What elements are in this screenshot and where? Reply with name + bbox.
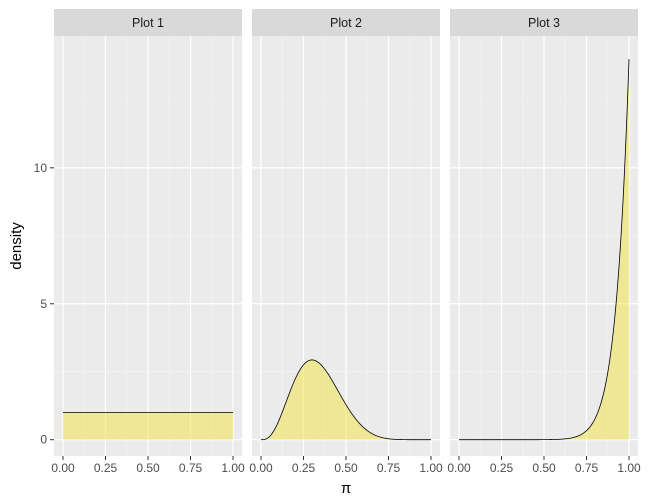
plot-1-x-tick-label: 0.75 xyxy=(179,461,203,475)
plot-1-x-tick-label: 0.00 xyxy=(51,461,75,475)
plot-2-x-tick-label: 1.00 xyxy=(419,461,443,475)
plot-3-x-tick-label: 0.50 xyxy=(532,461,556,475)
plot-2-density-area xyxy=(261,359,431,440)
plot-1-x-tick-label: 0.50 xyxy=(136,461,160,475)
plot-3-x-tick-label: 0.75 xyxy=(575,461,599,475)
x-axis-title: π xyxy=(341,480,351,497)
y-tick-label: 10 xyxy=(34,161,48,175)
plot-1-x-tick-label: 0.25 xyxy=(94,461,118,475)
plot-3-x-tick-label: 1.00 xyxy=(617,461,641,475)
y-tick-label: 5 xyxy=(40,297,47,311)
y-tick-label: 0 xyxy=(40,433,47,447)
plot-2-x-tick-label: 0.25 xyxy=(292,461,316,475)
plot-3-density-area xyxy=(459,59,629,440)
plot-3-strip-label: Plot 3 xyxy=(528,16,560,30)
plot-1-strip-label: Plot 1 xyxy=(132,16,164,30)
plot-1-density-area xyxy=(63,412,233,440)
plot-3-x-tick-label: 0.00 xyxy=(447,461,471,475)
plot-3-density-line xyxy=(459,59,630,441)
plot-2-x-tick-label: 0.00 xyxy=(249,461,273,475)
plot-1-strip xyxy=(54,9,242,36)
plot-2-density-line xyxy=(261,359,431,441)
plot-1-x-tick-label: 1.00 xyxy=(221,461,245,475)
plot-3-strip xyxy=(450,9,638,36)
plot-3-x-tick-label: 0.25 xyxy=(490,461,514,475)
plot-2-x-tick-label: 0.50 xyxy=(334,461,358,475)
plot-2-x-tick-label: 0.75 xyxy=(377,461,401,475)
plot-2-strip-label: Plot 2 xyxy=(330,16,362,30)
plot-2-strip xyxy=(252,9,440,36)
y-axis-title: density xyxy=(8,222,25,270)
